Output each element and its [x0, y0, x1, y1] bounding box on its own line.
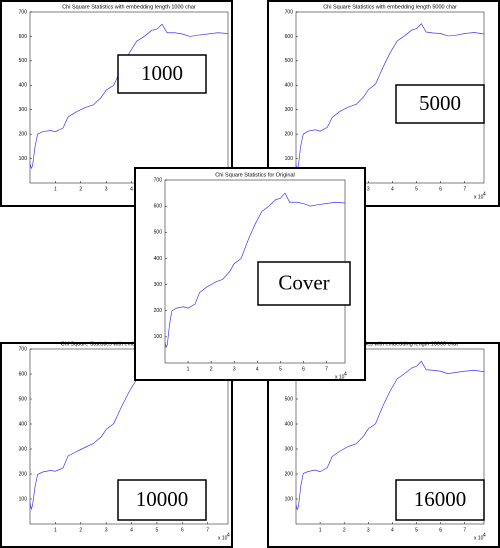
data-line: [295, 360, 485, 511]
panel: Chi Square Statistics with embedding len…: [267, 341, 500, 548]
y-tick-label: 500: [285, 58, 294, 64]
y-tick-label: 300: [285, 107, 294, 113]
x-tick-label: 4: [130, 186, 133, 192]
chart-title: Chi Square Statistics with embedding len…: [323, 4, 457, 10]
y-tick-label: 200: [19, 131, 28, 137]
annotation: 5000: [419, 91, 461, 115]
y-tick-label: 200: [285, 471, 294, 477]
x-tick-label: 7: [206, 527, 209, 533]
y-tick-label: 500: [19, 58, 28, 64]
y-tick-label: 700: [285, 9, 294, 15]
data-line: [29, 23, 229, 170]
y-tick-label: 300: [154, 282, 163, 288]
x-tick-label: 4: [391, 186, 394, 192]
x-tick-label: 2: [79, 527, 82, 533]
chart-title: Chi Square Statistics with embedding len…: [62, 4, 196, 10]
panel: Chi Square Statistics with embedding len…: [0, 0, 233, 207]
x-tick-label: 1: [54, 527, 57, 533]
x-tick-label: 6: [439, 186, 442, 192]
x-scale-exponent: 4: [344, 371, 347, 377]
y-tick-label: 700: [154, 177, 163, 183]
x-tick-label: 6: [181, 527, 184, 533]
y-tick-label: 100: [154, 334, 163, 340]
x-tick-label: 2: [343, 527, 346, 533]
y-tick-label: 600: [19, 34, 28, 40]
annotation: 16000: [414, 487, 467, 511]
annotation-box: [257, 261, 351, 306]
y-tick-label: 400: [285, 421, 294, 427]
y-tick-label: 200: [154, 308, 163, 314]
annotation: Cover: [278, 270, 329, 294]
x-tick-label: 5: [156, 527, 159, 533]
y-tick-label: 100: [285, 156, 294, 162]
y-tick-label: 100: [285, 496, 294, 502]
x-scale-exponent: 4: [483, 191, 486, 197]
y-tick-label: 200: [19, 471, 28, 477]
data-line: [164, 192, 346, 349]
x-tick-label: 4: [391, 527, 394, 533]
x-tick-label: 7: [463, 527, 466, 533]
x-tick-label: 5: [279, 366, 282, 372]
x-tick-label: 2: [210, 366, 213, 372]
x-tick-label: 7: [463, 186, 466, 192]
annotation-box: [395, 479, 485, 521]
data-line: [295, 23, 485, 171]
x-tick-label: 1: [187, 366, 190, 372]
y-tick-label: 600: [154, 203, 163, 209]
y-tick-label: 500: [285, 396, 294, 402]
chart-title: Chi Square Statistics with embedding len…: [322, 341, 459, 347]
x-tick-label: 4: [256, 366, 259, 372]
y-tick-label: 600: [285, 34, 294, 40]
x-tick-label: 4: [130, 527, 133, 533]
x-tick-label: 5: [415, 527, 418, 533]
x-tick-label: 1: [319, 527, 322, 533]
chart-title: Chi Square Statistics with embedding len…: [61, 341, 198, 347]
y-tick-label: 700: [19, 9, 28, 15]
y-tick-label: 400: [285, 83, 294, 89]
x-scale-label: x 10: [335, 374, 345, 380]
annotation-box: [117, 54, 207, 94]
x-tick-label: 3: [367, 527, 370, 533]
x-tick-label: 3: [105, 186, 108, 192]
annotation: 10000: [136, 487, 189, 511]
y-tick-label: 500: [154, 230, 163, 236]
x-scale-exponent: 4: [227, 532, 230, 538]
x-tick-label: 6: [439, 527, 442, 533]
y-tick-label: 400: [19, 83, 28, 89]
x-scale-label: x 10: [474, 535, 484, 541]
x-tick-label: 3: [233, 366, 236, 372]
y-tick-label: 100: [19, 496, 28, 502]
x-scale-label: x 10: [218, 535, 228, 541]
y-tick-label: 500: [19, 396, 28, 402]
panel: Chi Square Statistics for Original 100 200…: [134, 167, 366, 381]
y-tick-label: 400: [19, 421, 28, 427]
y-tick-label: 300: [19, 107, 28, 113]
annotation: 1000: [141, 61, 183, 85]
chart-title: Chi Square Statistics for Original: [215, 172, 294, 178]
annotation-box: [117, 479, 207, 521]
y-tick-label: 100: [19, 156, 28, 162]
y-tick-label: 300: [285, 446, 294, 452]
x-scale-label: x 10: [474, 194, 484, 200]
y-tick-label: 700: [19, 346, 28, 352]
annotation-box: [395, 84, 485, 124]
y-tick-label: 600: [19, 371, 28, 377]
x-tick-label: 1: [54, 186, 57, 192]
x-tick-label: 6: [302, 366, 305, 372]
x-tick-label: 2: [79, 186, 82, 192]
x-tick-label: 3: [105, 527, 108, 533]
x-tick-label: 3: [367, 186, 370, 192]
x-tick-label: 7: [325, 366, 328, 372]
y-tick-label: 300: [19, 446, 28, 452]
y-tick-label: 200: [285, 131, 294, 137]
axes-box: [29, 11, 229, 184]
y-tick-label: 400: [154, 256, 163, 262]
x-tick-label: 5: [415, 186, 418, 192]
x-scale-exponent: 4: [483, 532, 486, 538]
